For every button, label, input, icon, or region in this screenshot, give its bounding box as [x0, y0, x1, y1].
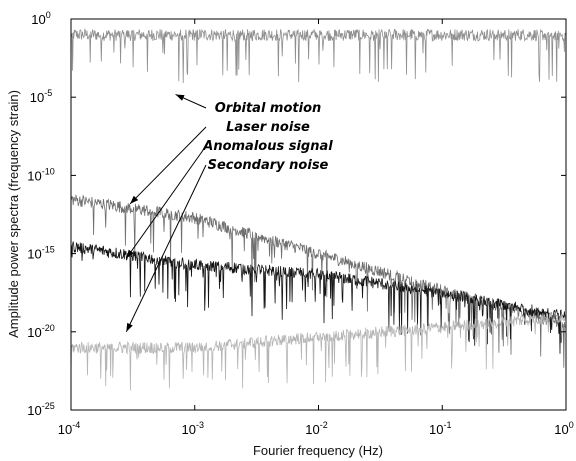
annotation-arrowhead-3 [126, 322, 133, 332]
x-tick-label-0: 10-4 [58, 420, 80, 437]
x-tick-label-1: 10-3 [182, 420, 204, 437]
annotation-label-2: Anomalous signal [202, 139, 333, 154]
y-tick-label-2: 10-10 [27, 166, 54, 183]
y-tick-label-4: 10-20 [27, 323, 54, 340]
x-tick-label-2: 10-2 [305, 420, 327, 437]
annotation-arrowhead-1 [130, 195, 139, 204]
annotation-label-1: Laser noise [226, 120, 310, 135]
annotation-arrow-3 [125, 164, 207, 333]
x-axis-title: Fourier frequency (Hz) [253, 443, 383, 458]
ticks-layer: 10-4 10-3 10-2 10-1 100 100 10-5 10-10 10-15 10-2… [27, 10, 573, 437]
y-axis-title: Amplitude power spectra (frequency strai… [6, 90, 21, 338]
y-tick-label-5: 10-25 [27, 401, 54, 418]
annotation-arrow-1 [129, 126, 207, 205]
y-tick-label-0: 100 [31, 10, 50, 27]
y-tick-label-3: 10-15 [27, 245, 54, 262]
x-tick-label-3: 10-1 [429, 420, 451, 437]
series-line-3 [70, 311, 567, 391]
annotation-layer: Orbital motion Laser noise Anomalous signa… [125, 93, 333, 333]
annotation-arrowhead-0 [175, 94, 185, 101]
y-tick-label-1: 10-5 [30, 88, 52, 105]
series-layer [70, 28, 567, 391]
annotation-label-0: Orbital motion [215, 101, 322, 116]
annotation-label-3: Secondary noise [208, 158, 329, 173]
annotation-arrow-2 [125, 145, 207, 259]
x-tick-label-4: 100 [554, 420, 573, 437]
series-line-0 [70, 28, 567, 84]
annotation-arrowhead-2 [126, 249, 134, 259]
series-line-2 [70, 241, 567, 354]
